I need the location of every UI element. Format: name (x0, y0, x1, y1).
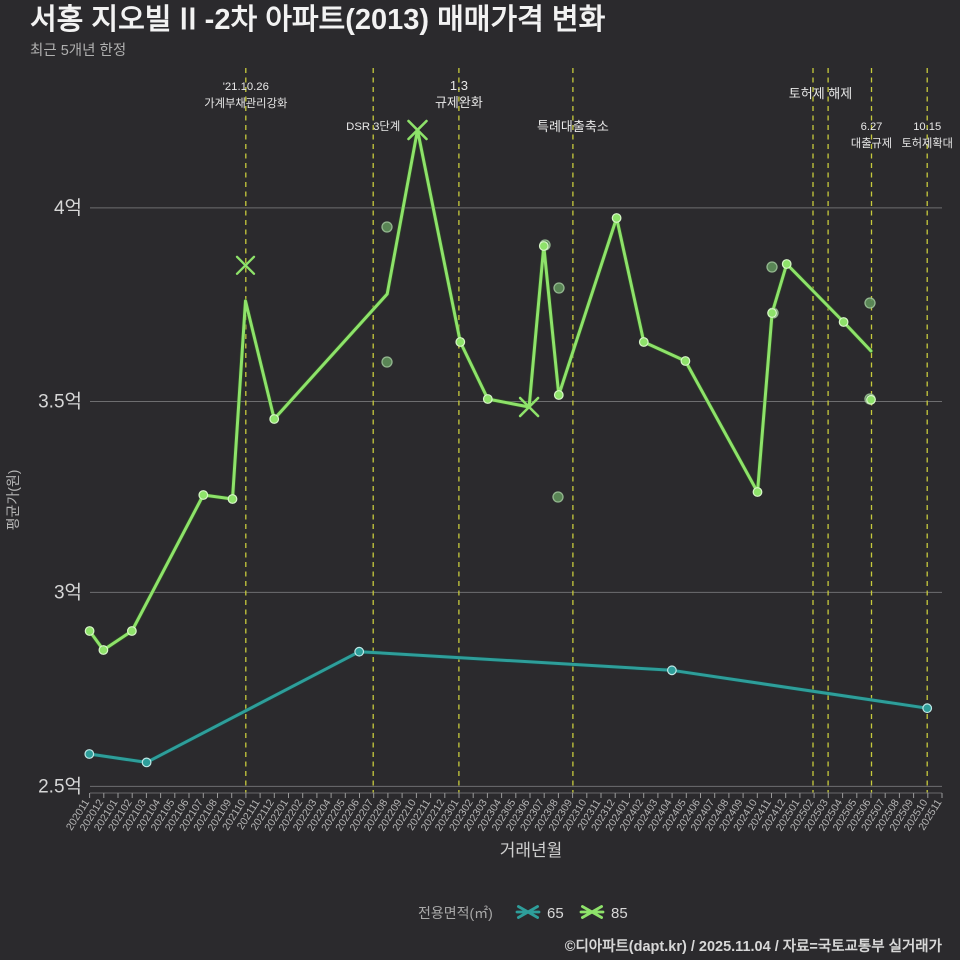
svg-text:10.15: 10.15 (913, 121, 941, 133)
svg-text:4억: 4억 (54, 197, 82, 219)
svg-text:가계부채관리강화: 가계부채관리강화 (204, 97, 288, 110)
svg-text:3.5억: 3.5억 (38, 391, 82, 413)
svg-text:규제완화: 규제완화 (435, 95, 483, 110)
svg-text:평균가(원): 평균가(원) (5, 470, 21, 531)
svg-text:최근 5개년 한정: 최근 5개년 한정 (30, 42, 126, 59)
svg-text:6.27: 6.27 (861, 121, 883, 133)
svg-text:특례대출축소: 특례대출축소 (537, 119, 609, 134)
svg-text:토허제확대: 토허제확대 (901, 137, 952, 150)
svg-text:1.3: 1.3 (450, 78, 468, 93)
svg-text:DSR 3단계: DSR 3단계 (346, 120, 400, 133)
svg-text:65: 65 (547, 905, 564, 922)
svg-text:85: 85 (611, 905, 628, 922)
svg-text:2.5억: 2.5억 (38, 775, 82, 797)
svg-text:전용면적(㎡): 전용면적(㎡) (418, 905, 493, 921)
svg-text:©디아파트(dapt.kr) / 2025.11.04 /: ©디아파트(dapt.kr) / 2025.11.04 / 자료=국토교통부 실… (565, 938, 943, 955)
svg-text:3억: 3억 (54, 581, 82, 603)
svg-text:거래년월: 거래년월 (500, 841, 563, 860)
svg-text:'21.10.26: '21.10.26 (223, 81, 269, 93)
svg-text:서홍 지오빌 ⅠⅠ -2차 아파트(2013) 매매가격 변: 서홍 지오빌 ⅠⅠ -2차 아파트(2013) 매매가격 변화 (30, 3, 606, 36)
svg-text:대출규제: 대출규제 (851, 137, 892, 150)
svg-text:토허제 해제: 토허제 해제 (789, 86, 852, 101)
